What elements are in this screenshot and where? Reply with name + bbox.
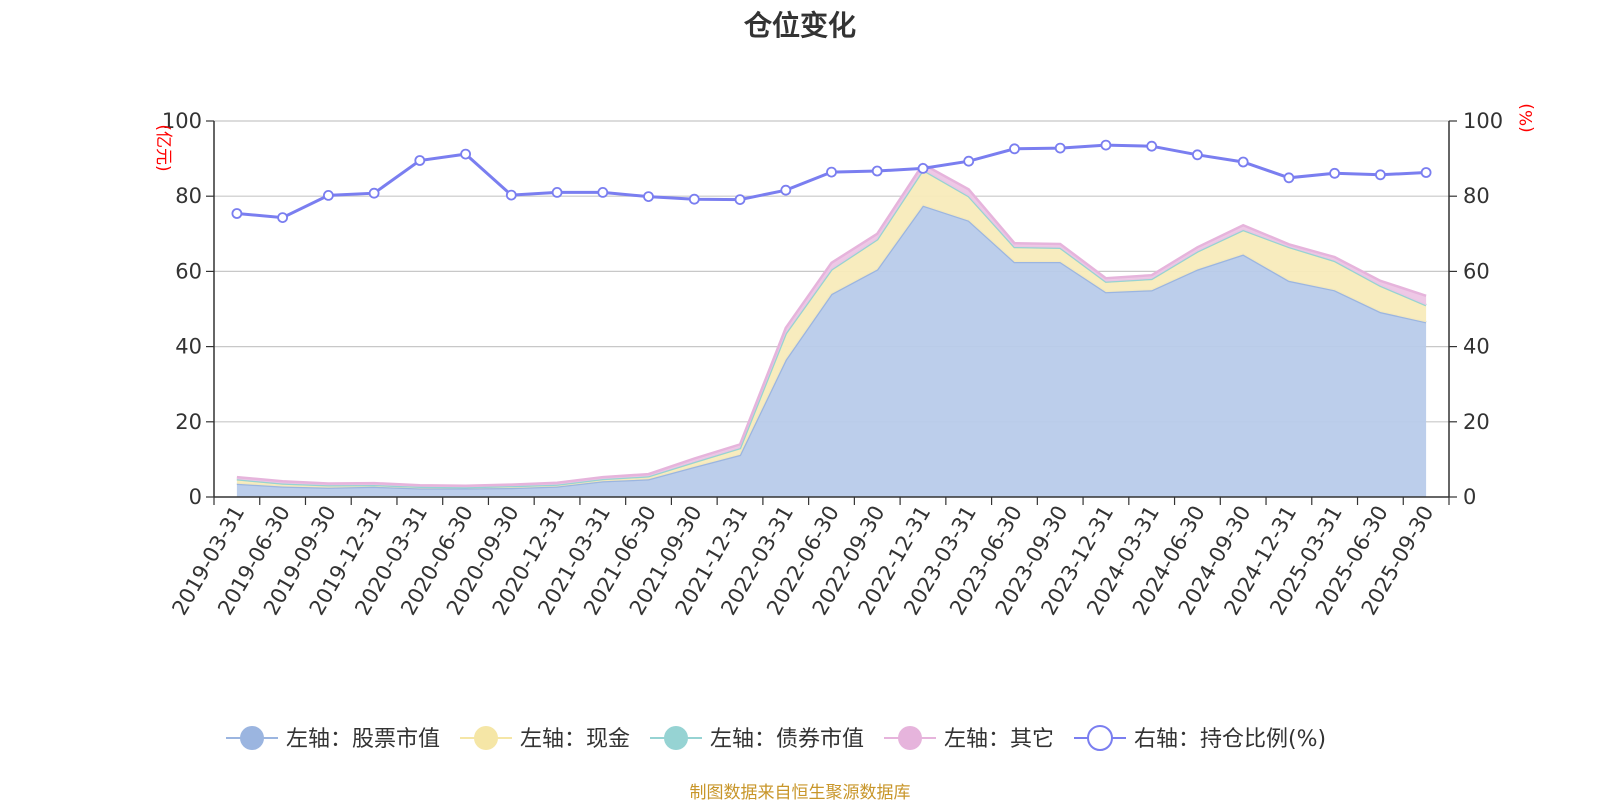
position-ratio-point (1420, 167, 1432, 178)
position-ratio-point (1009, 143, 1020, 155)
legend-marker-2 (664, 726, 688, 750)
position-ratio-point (505, 189, 517, 201)
y-left-tick-label: 0 (189, 485, 202, 509)
position-ratio-point (322, 189, 334, 201)
position-ratio-point (231, 208, 243, 219)
position-ratio-point (368, 187, 380, 199)
position-ratio-point (1375, 169, 1386, 181)
position-ratio-point (734, 194, 746, 206)
y-left-tick-label: 40 (175, 335, 202, 359)
right-axis-unit: (%) (1517, 103, 1537, 132)
y-left-tick-label: 100 (162, 109, 202, 133)
y-right-tick-label: 80 (1463, 184, 1490, 208)
legend-label-4: 右轴：持仓比例(%) (1134, 727, 1326, 752)
legend-label-0: 左轴：股票市值 (286, 727, 440, 752)
position-ratio-point (1329, 167, 1340, 179)
legend-label-1: 左轴：现金 (520, 727, 630, 752)
y-left-tick-label: 80 (175, 184, 202, 208)
area-line-series-3 (236, 162, 1427, 487)
position-ratio-point (551, 186, 563, 198)
position-ratio-point (414, 155, 426, 166)
position-ratio-point (277, 212, 289, 224)
y-right-tick-label: 100 (1463, 109, 1503, 133)
y-right-tick-label: 60 (1463, 259, 1490, 283)
area-series-0 (236, 205, 1427, 497)
position-ratio-point (871, 165, 883, 177)
position-ratio-point (597, 186, 609, 198)
position-ratio-point (1100, 139, 1112, 151)
position-ratio-point (963, 155, 975, 167)
legend-marker-3 (898, 726, 922, 750)
position-ratio-point (917, 162, 929, 174)
position-ratio-point (1054, 142, 1066, 154)
position-ratio-point (826, 166, 837, 178)
legend-marker-0 (240, 726, 264, 750)
position-ratio-line (236, 143, 1427, 220)
data-source-footer: 制图数据来自恒生聚源数据库 (689, 783, 911, 803)
legend-label-2: 左轴：债券市值 (710, 727, 864, 752)
y-right-tick-label: 40 (1463, 335, 1490, 359)
legend-label-3: 左轴：其它 (944, 727, 1054, 752)
chart-title: 仓位变化 (743, 9, 856, 42)
y-left-tick-label: 20 (175, 410, 202, 434)
position-ratio-point (460, 148, 472, 160)
left-axis-unit: (亿元) (153, 124, 173, 171)
y-right-tick-label: 0 (1463, 485, 1476, 509)
position-ratio-point (1192, 149, 1203, 161)
position-ratio-point (643, 191, 654, 203)
position-ratio-point (1237, 156, 1249, 168)
y-right-tick-label: 20 (1463, 410, 1490, 434)
position-ratio-point (688, 193, 700, 205)
legend-marker-1 (474, 726, 498, 750)
position-ratio-point (1283, 172, 1295, 184)
y-left-tick-label: 60 (175, 259, 202, 283)
legend-marker-4 (1087, 725, 1113, 751)
position-ratio-point (780, 184, 792, 196)
position-ratio-point (1146, 140, 1158, 152)
